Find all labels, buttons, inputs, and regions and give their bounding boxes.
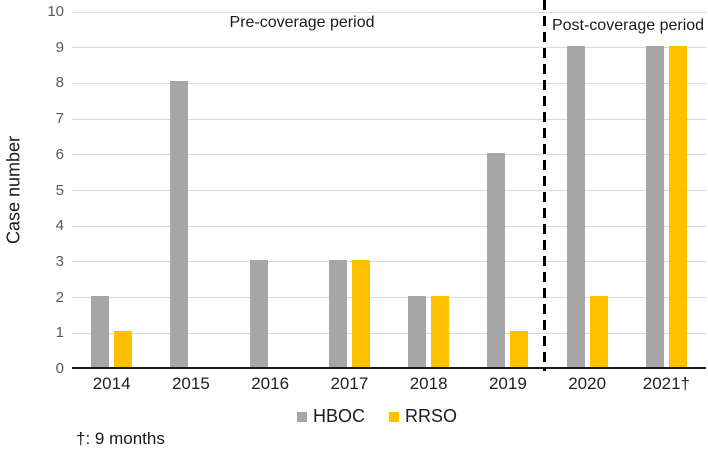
gridline-4 (72, 225, 706, 227)
legend-label-hboc: HBOC (312, 406, 365, 426)
bar-hboc-2015 (170, 81, 189, 367)
x-axis-line (72, 367, 706, 369)
bar-group-2020 (548, 12, 627, 367)
gridline-6 (72, 154, 706, 156)
x-tick-label-2015: 2015 (171, 374, 210, 393)
bar-group-2017 (310, 12, 389, 367)
footnote: †: 9 months (76, 429, 165, 448)
legend-item-hboc: HBOC (296, 406, 365, 427)
bar-group-2018 (389, 12, 468, 367)
bar-rrso-2021† (668, 45, 687, 367)
bar-rrso-2014 (114, 331, 133, 367)
legend-swatch-rrso (389, 411, 399, 422)
x-tick-label-2017: 2017 (330, 374, 369, 393)
legend-item-rrso: RRSO (389, 406, 457, 427)
bar-group-2019 (468, 12, 547, 367)
gridline-5 (72, 190, 706, 191)
gridline-8 (72, 82, 706, 84)
bar-hboc-2014 (91, 295, 110, 367)
bar-group-2014 (72, 12, 151, 367)
x-tick-label-2018: 2018 (409, 374, 448, 393)
bar-hboc-2017 (328, 259, 347, 367)
x-tick-label-2014: 2014 (92, 374, 131, 393)
x-tick-label-2019: 2019 (488, 374, 527, 393)
x-tick-label-2021†: 2021† (642, 374, 691, 393)
bar-group-2021† (627, 12, 706, 367)
y-tick-label-8: 8 (55, 74, 64, 92)
y-tick-label-9: 9 (55, 38, 64, 56)
plot-area: Pre-coverage period Post-coverage period (72, 11, 706, 369)
y-tick-label-5: 5 (55, 181, 64, 199)
legend-label-rrso: RRSO (405, 406, 458, 426)
bar-hboc-2016 (249, 259, 268, 367)
bar-hboc-2019 (487, 152, 506, 367)
gridline-10 (72, 11, 706, 13)
bar-rrso-2017 (351, 259, 370, 367)
bar-rrso-2018 (431, 295, 450, 367)
legend-swatch-hboc (296, 411, 307, 422)
x-tick-label-2020: 2020 (568, 374, 607, 393)
y-tick-label-3: 3 (55, 252, 64, 270)
gridline-1 (72, 332, 706, 334)
gridline-9 (72, 47, 706, 49)
gridline-7 (72, 118, 706, 120)
legend: HBOC RRSO (60, 406, 694, 427)
y-tick-label-10: 10 (47, 3, 64, 20)
x-tick-label-2016: 2016 (251, 374, 290, 393)
y-tick-label-0: 0 (55, 360, 64, 377)
bar-rrso-2020 (589, 295, 608, 367)
bar-hboc-2020 (566, 45, 585, 367)
gridline-3 (72, 261, 706, 263)
gridline-2 (72, 297, 706, 299)
post-coverage-period-label: Post-coverage period (551, 17, 705, 34)
bar-hboc-2018 (408, 295, 427, 367)
y-tick-label-7: 7 (55, 110, 64, 128)
y-tick-label-2: 2 (55, 288, 64, 306)
y-tick-label-1: 1 (55, 324, 64, 342)
y-tick-label-6: 6 (55, 145, 64, 163)
bar-hboc-2021† (645, 45, 664, 367)
bar-rrso-2019 (510, 331, 529, 367)
bar-group-2015 (151, 12, 230, 367)
y-tick-label-4: 4 (55, 217, 64, 235)
coverage-divider-dashed-line (543, 0, 546, 371)
pre-coverage-period-label: Pre-coverage period (229, 14, 375, 31)
bar-group-2016 (231, 12, 310, 367)
